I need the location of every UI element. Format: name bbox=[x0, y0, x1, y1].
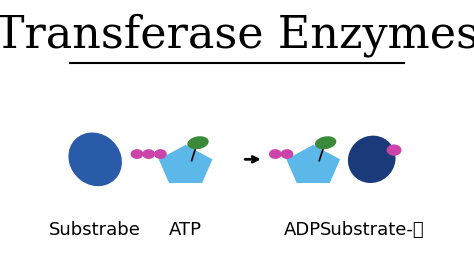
Text: ADP: ADP bbox=[284, 221, 321, 239]
Circle shape bbox=[270, 150, 281, 158]
Circle shape bbox=[143, 150, 155, 158]
Circle shape bbox=[131, 150, 143, 158]
Ellipse shape bbox=[188, 137, 208, 148]
Text: ATP: ATP bbox=[169, 221, 202, 239]
Polygon shape bbox=[160, 146, 211, 182]
Ellipse shape bbox=[348, 136, 395, 182]
Text: Substrate-ⓟ: Substrate-ⓟ bbox=[319, 221, 424, 239]
Circle shape bbox=[282, 150, 292, 158]
Polygon shape bbox=[287, 146, 339, 182]
Circle shape bbox=[387, 145, 401, 155]
Ellipse shape bbox=[316, 137, 336, 148]
Ellipse shape bbox=[69, 133, 121, 185]
Text: Substrabe: Substrabe bbox=[49, 221, 141, 239]
Text: Transferase Enzymes: Transferase Enzymes bbox=[0, 14, 474, 57]
Circle shape bbox=[155, 150, 166, 158]
